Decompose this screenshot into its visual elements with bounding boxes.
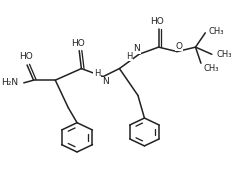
Text: CH₃: CH₃ [216,50,232,59]
Text: CH₃: CH₃ [208,27,224,36]
Text: N: N [102,77,109,86]
Text: H: H [126,51,132,60]
Text: HO: HO [71,39,85,48]
Text: H₂N: H₂N [1,78,18,87]
Text: CH₃: CH₃ [203,64,219,73]
Text: HO: HO [151,17,164,26]
Text: HO: HO [19,52,33,61]
Text: O: O [175,42,182,51]
Text: H: H [94,69,100,78]
Text: N: N [133,44,140,53]
